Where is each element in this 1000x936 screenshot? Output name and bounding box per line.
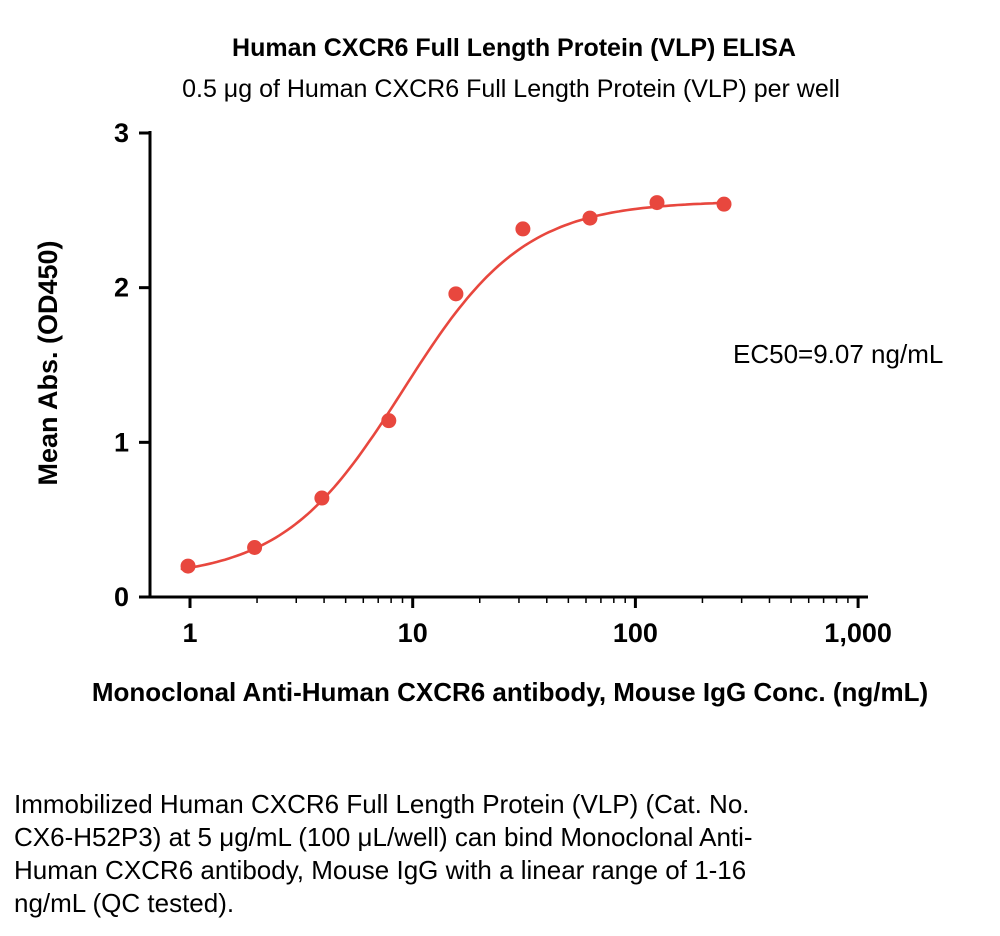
data-point xyxy=(448,286,464,302)
x-tick-label: 100 xyxy=(613,618,658,648)
y-tick-label: 3 xyxy=(114,118,129,148)
chart-title: Human CXCR6 Full Length Protein (VLP) EL… xyxy=(232,34,796,62)
data-point xyxy=(716,196,732,212)
data-point xyxy=(649,195,665,211)
chart-subtitle: 0.5 μg of Human CXCR6 Full Length Protei… xyxy=(182,75,840,103)
x-tick-label: 1 xyxy=(182,618,197,648)
figure-caption: Immobilized Human CXCR6 Full Length Prot… xyxy=(14,789,753,918)
y-tick-label: 2 xyxy=(114,273,129,303)
data-point xyxy=(515,221,531,237)
x-axis-label: Monoclonal Anti-Human CXCR6 antibody, Mo… xyxy=(92,677,928,707)
elisa-chart: Human CXCR6 Full Length Protein (VLP) EL… xyxy=(33,34,943,707)
y-tick-label: 0 xyxy=(114,582,129,612)
fit-curve xyxy=(180,201,730,571)
plot-area: 0 1 2 3 1 10 100 1,000 xyxy=(114,118,892,648)
data-point xyxy=(247,540,263,556)
ec50-annotation: EC50=9.07 ng/mL xyxy=(733,339,943,369)
x-tick-label: 10 xyxy=(398,618,428,648)
data-point xyxy=(381,413,397,429)
data-point xyxy=(582,210,598,226)
x-tick-label: 1,000 xyxy=(824,618,892,648)
data-point xyxy=(314,490,330,506)
y-axis-label: Mean Abs. (OD450) xyxy=(33,240,63,485)
y-tick-label: 1 xyxy=(114,427,129,457)
data-point xyxy=(180,558,196,574)
